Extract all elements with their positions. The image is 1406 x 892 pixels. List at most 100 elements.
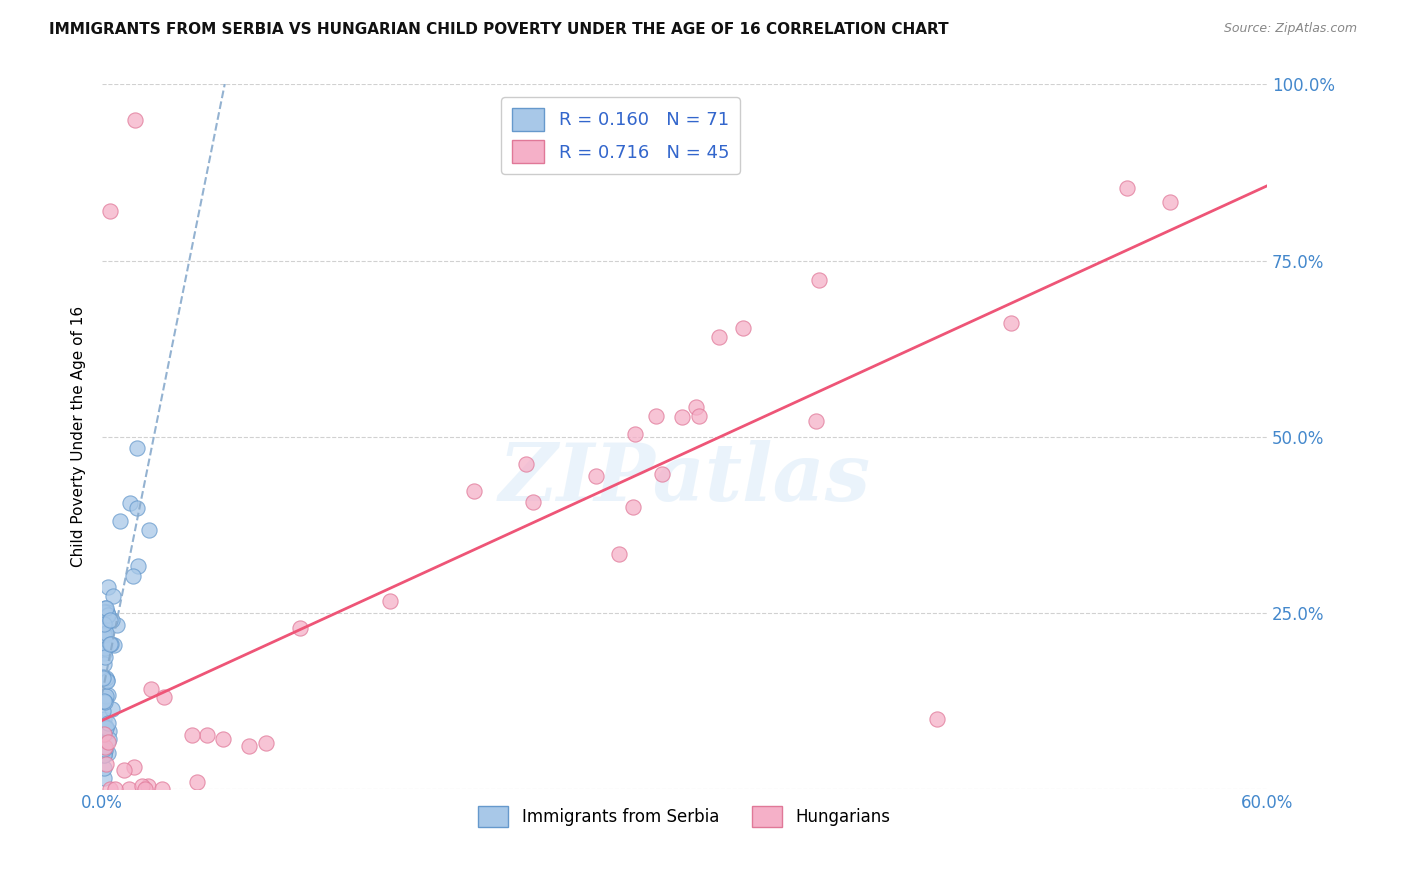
Point [94, 720, 117, 734]
Point [93, 742, 115, 756]
Point [98, 731, 121, 746]
Point [118, 496, 141, 510]
Point [94, 744, 117, 758]
Point [515, 457, 537, 471]
Point [808, 273, 831, 287]
Point [1000, 316, 1022, 330]
Point [96, 673, 118, 688]
Point [139, 682, 162, 697]
Point [91, 739, 114, 753]
Point [96, 625, 118, 640]
Point [93, 712, 115, 726]
Point [290, 621, 312, 635]
Point [93, 742, 115, 756]
Y-axis label: Child Poverty Under the Age of 16: Child Poverty Under the Age of 16 [72, 306, 86, 567]
Point [671, 409, 693, 424]
Point [378, 593, 401, 607]
Point [181, 728, 204, 742]
Point [94, 740, 117, 755]
Point [94, 650, 117, 665]
Point [93, 694, 115, 708]
Point [100, 702, 122, 716]
Point [93, 617, 115, 632]
Point [93, 722, 115, 736]
Legend: Immigrants from Serbia, Hungarians: Immigrants from Serbia, Hungarians [471, 799, 897, 834]
Point [125, 501, 148, 516]
Point [97, 734, 120, 748]
Point [94, 627, 117, 641]
Point [93, 720, 115, 734]
Point [1159, 195, 1181, 210]
Point [238, 739, 260, 754]
Point [122, 759, 145, 773]
Point [93, 761, 115, 775]
Point [103, 638, 125, 652]
Point [98, 637, 121, 651]
Point [93, 771, 115, 785]
Point [97, 746, 120, 760]
Point [925, 712, 948, 726]
Point [98, 613, 121, 627]
Text: Source: ZipAtlas.com: Source: ZipAtlas.com [1223, 22, 1357, 36]
Point [153, 690, 176, 704]
Point [97, 689, 120, 703]
Point [94, 609, 117, 624]
Point [97, 607, 120, 622]
Point [463, 483, 485, 498]
Point [522, 495, 544, 509]
Point [607, 547, 630, 561]
Point [645, 409, 668, 423]
Point [93, 628, 115, 642]
Point [100, 613, 122, 627]
Point [91, 726, 114, 740]
Point [96, 606, 118, 620]
Point [98, 782, 121, 797]
Point [94, 671, 117, 685]
Point [93, 646, 115, 660]
Point [91, 671, 114, 685]
Point [91, 704, 114, 718]
Point [127, 441, 149, 455]
Point [91, 638, 114, 652]
Point [100, 637, 122, 651]
Point [94, 617, 117, 632]
Point [93, 747, 115, 762]
Point [91, 640, 114, 654]
Point [93, 641, 115, 656]
Point [96, 721, 118, 735]
Point [93, 657, 115, 671]
Point [688, 409, 710, 423]
Point [93, 603, 115, 617]
Point [97, 580, 120, 594]
Point [93, 695, 115, 709]
Point [91, 693, 114, 707]
Point [93, 727, 115, 741]
Point [101, 589, 124, 603]
Point [806, 414, 828, 428]
Point [97, 715, 120, 730]
Point [685, 400, 707, 414]
Point [94, 689, 117, 703]
Point [98, 204, 121, 219]
Point [138, 523, 160, 537]
Point [103, 782, 125, 797]
Point [93, 694, 115, 708]
Point [91, 723, 114, 738]
Point [108, 514, 131, 528]
Point [91, 640, 114, 655]
Point [93, 605, 115, 619]
Point [97, 723, 120, 738]
Point [650, 467, 672, 481]
Point [93, 747, 115, 762]
Point [96, 673, 118, 687]
Point [211, 732, 233, 747]
Point [96, 607, 118, 622]
Point [256, 736, 278, 750]
Point [733, 321, 755, 335]
Point [94, 637, 117, 651]
Text: IMMIGRANTS FROM SERBIA VS HUNGARIAN CHILD POVERTY UNDER THE AGE OF 16 CORRELATIO: IMMIGRANTS FROM SERBIA VS HUNGARIAN CHIL… [49, 22, 949, 37]
Point [1115, 181, 1137, 195]
Point [94, 600, 117, 615]
Point [621, 500, 644, 515]
Point [96, 605, 118, 619]
